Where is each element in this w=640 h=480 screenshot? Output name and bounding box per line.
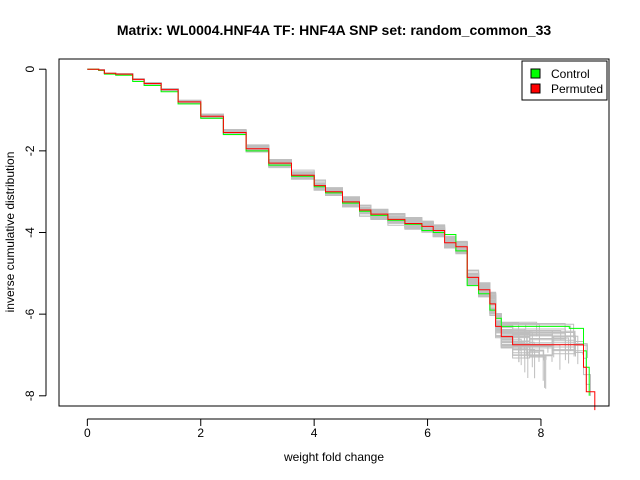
x-axis-label: weight fold change (283, 450, 384, 464)
y-tick-label: -2 (23, 145, 37, 156)
series-line-permuted (87, 68, 596, 411)
y-axis-label: inverse cumulative distribution (3, 152, 17, 313)
legend-label-permuted: Permuted (551, 82, 603, 96)
plot-frame (58, 58, 610, 407)
main-series-group (87, 68, 596, 411)
y-tick-label: 0 (23, 66, 37, 73)
x-tick-label: 6 (424, 426, 431, 440)
y-tick-label: -8 (23, 390, 37, 401)
chart-title: Matrix: WL0004.HNF4A TF: HNF4A SNP set: … (117, 22, 552, 38)
legend-swatch-control (530, 68, 541, 79)
x-tick-label: 8 (538, 426, 545, 440)
y-tick-label: -4 (23, 227, 37, 238)
y-tick-label: -6 (23, 308, 37, 319)
x-tick-label: 2 (197, 426, 204, 440)
x-tick-label: 0 (84, 426, 91, 440)
y-axis: 0 -2 -4 -6 -8 (23, 66, 47, 401)
legend-label-control: Control (551, 67, 590, 81)
legend-swatch-permuted (530, 83, 541, 94)
x-tick-label: 4 (311, 426, 318, 440)
legend: Control Permuted (521, 60, 608, 101)
x-axis: 0 2 4 6 8 (84, 418, 545, 440)
